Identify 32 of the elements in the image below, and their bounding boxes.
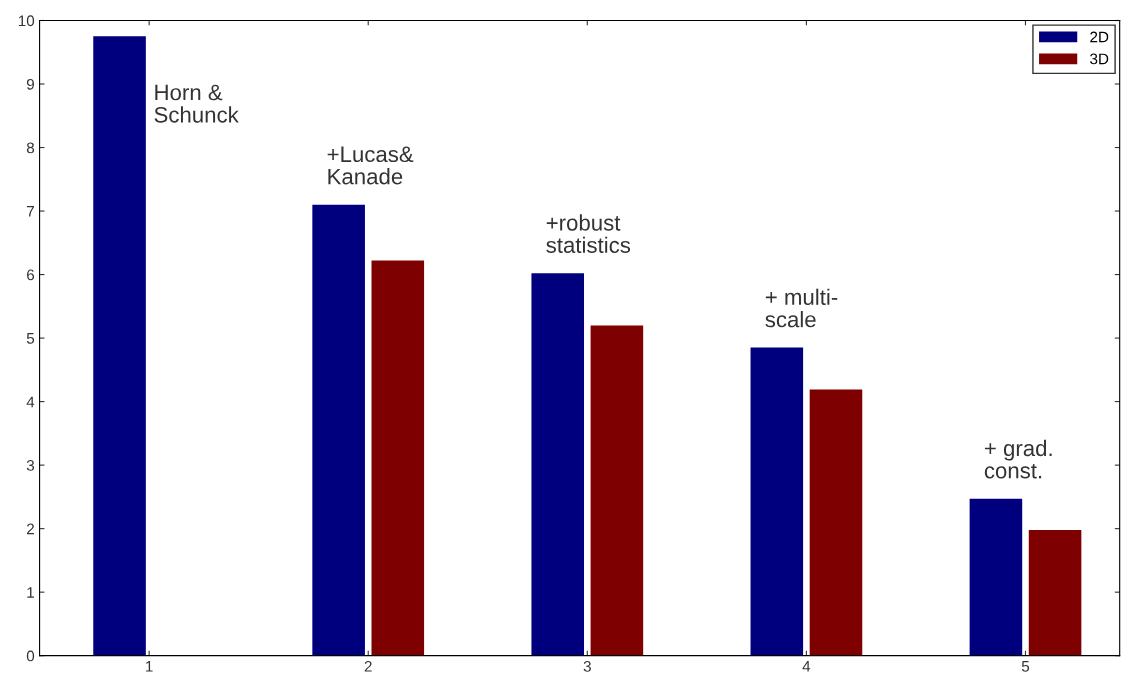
legend-label: 2D [1090,31,1109,43]
y-tick-label: 2 [27,523,34,535]
annotation: +robust statistics [546,214,631,254]
y-tick-label: 4 [26,396,35,408]
bar [1028,529,1082,656]
y-tick-label: 0 [26,650,35,662]
annotation: + multi- scale [765,288,838,328]
y-tick-label: 6 [27,269,35,281]
y-tick-label: 3 [26,459,35,471]
x-tick-label: 1 [146,661,153,672]
bar [969,498,1023,656]
x-tick-label: 3 [583,660,591,672]
y-tick-label: 1 [27,587,34,598]
y-tick-label: 8 [26,142,35,154]
bar [312,204,365,656]
x-tick-label: 2 [364,660,372,672]
annotation: Horn & Schunck [154,84,239,123]
bar [750,347,804,656]
y-tick-label: 7 [27,206,34,217]
annotation: +Lucas& Kanade [327,146,414,185]
bar [93,36,146,656]
y-tick-label: 10 [18,15,35,27]
bar [809,389,863,656]
y-tick-label: 9 [26,78,34,90]
bar [590,325,644,656]
bar [531,273,585,656]
y-tick-label: 5 [26,333,35,344]
bar [371,260,425,656]
x-tick-label: 5 [1021,661,1030,672]
x-tick-label: 4 [802,661,811,672]
annotation: + grad. const. [984,439,1052,479]
legend-label: 3D [1090,53,1109,65]
